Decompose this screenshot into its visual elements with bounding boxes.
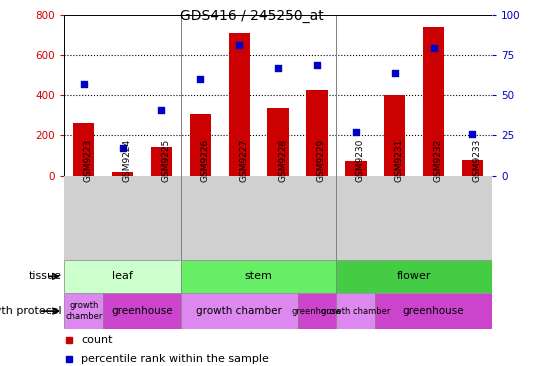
- Bar: [423, 27, 444, 176]
- Text: flower: flower: [397, 271, 432, 281]
- Text: GSM9230: GSM9230: [356, 139, 365, 182]
- Bar: [103, 293, 181, 329]
- Text: GSM9223: GSM9223: [84, 139, 93, 182]
- Bar: [112, 172, 133, 176]
- Bar: [306, 90, 328, 176]
- Bar: [462, 160, 483, 176]
- Text: greenhouse: greenhouse: [292, 307, 342, 315]
- Text: growth
chamber: growth chamber: [65, 301, 102, 321]
- Point: [468, 131, 477, 137]
- Text: GSM9229: GSM9229: [317, 139, 326, 182]
- Text: growth chamber: growth chamber: [321, 307, 391, 315]
- Bar: [337, 260, 492, 293]
- Text: greenhouse: greenhouse: [111, 306, 173, 316]
- Text: stem: stem: [245, 271, 273, 281]
- Bar: [345, 161, 367, 176]
- Text: GSM9228: GSM9228: [278, 139, 287, 182]
- Bar: [181, 293, 297, 329]
- Point: [352, 129, 361, 135]
- Bar: [229, 33, 250, 176]
- Text: tissue: tissue: [29, 271, 61, 281]
- Bar: [375, 293, 492, 329]
- Text: growth protocol: growth protocol: [0, 306, 61, 316]
- Text: greenhouse: greenhouse: [403, 306, 465, 316]
- Text: count: count: [82, 335, 113, 345]
- Point: [273, 65, 282, 71]
- Point: [429, 45, 438, 51]
- Bar: [267, 108, 289, 176]
- Bar: [190, 114, 211, 176]
- Point: [157, 107, 166, 113]
- Text: leaf: leaf: [112, 271, 133, 281]
- Bar: [297, 293, 337, 329]
- Text: GSM9227: GSM9227: [239, 139, 248, 182]
- Text: GSM9224: GSM9224: [122, 139, 131, 182]
- Point: [235, 42, 244, 48]
- Bar: [64, 260, 181, 293]
- Text: GSM9232: GSM9232: [434, 139, 443, 182]
- Point: [118, 145, 127, 151]
- Text: growth chamber: growth chamber: [196, 306, 282, 316]
- Text: GSM9225: GSM9225: [162, 139, 170, 182]
- Bar: [64, 293, 103, 329]
- Text: GSM9226: GSM9226: [200, 139, 210, 182]
- Bar: [181, 260, 337, 293]
- Bar: [337, 293, 375, 329]
- Point: [390, 70, 399, 75]
- Point: [312, 61, 321, 67]
- Text: GSM9231: GSM9231: [395, 139, 404, 182]
- Point: [79, 81, 88, 87]
- Bar: [384, 95, 405, 176]
- Text: percentile rank within the sample: percentile rank within the sample: [82, 354, 269, 364]
- Bar: [151, 147, 172, 176]
- Point: [196, 76, 205, 82]
- Text: GDS416 / 245250_at: GDS416 / 245250_at: [179, 9, 324, 23]
- Text: GSM9233: GSM9233: [472, 139, 481, 182]
- Bar: [73, 123, 94, 176]
